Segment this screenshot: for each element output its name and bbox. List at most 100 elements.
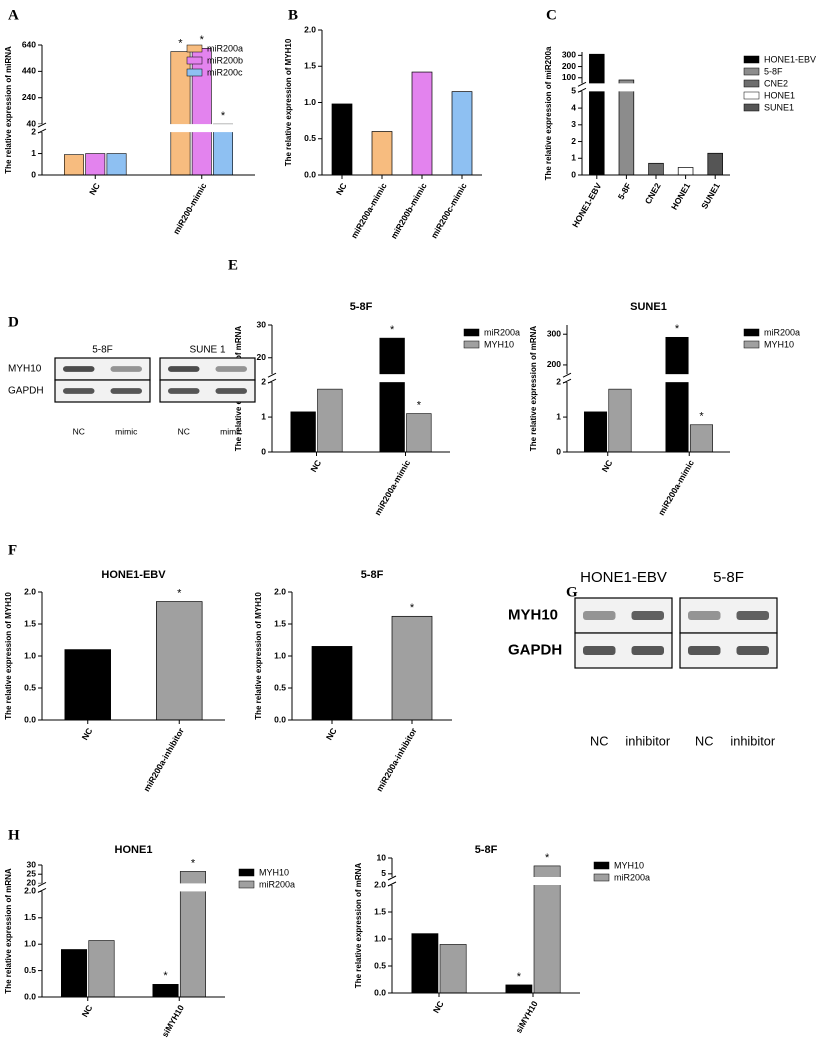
y-tick-label: 0.5 xyxy=(24,682,36,692)
y-tick-label: 240 xyxy=(22,92,36,102)
x-tick-label: NC xyxy=(80,1003,95,1019)
blot-row-label: MYH10 xyxy=(508,606,558,623)
blot-band xyxy=(583,645,616,656)
legend-swatch xyxy=(463,340,480,349)
legend-label: miR200b xyxy=(207,55,243,65)
axis-break xyxy=(37,124,255,133)
bar xyxy=(533,865,561,994)
break-mark xyxy=(37,122,47,134)
y-tick-label: 5 xyxy=(381,868,386,878)
blot-band xyxy=(168,388,200,394)
y-tick-label: 1.0 xyxy=(374,933,386,943)
y-tick-label: 0.0 xyxy=(304,169,316,179)
y-tick-label: 25 xyxy=(27,868,37,878)
y-tick-label: 300 xyxy=(562,50,576,60)
blot-row-label: MYH10 xyxy=(8,364,42,375)
blot-band xyxy=(215,366,247,372)
x-tick-label: miR200a-mimic xyxy=(349,181,389,240)
y-tick-label: 20 xyxy=(257,352,267,362)
legend-label: miR200a xyxy=(614,872,650,882)
chart-title: 5-8F xyxy=(361,569,384,581)
significance-mark: * xyxy=(417,399,422,411)
y-tick-label: 1.5 xyxy=(304,61,316,71)
y-tick-label: 0.5 xyxy=(374,960,386,970)
significance-mark: * xyxy=(200,34,205,46)
y-tick-label: 0 xyxy=(261,446,266,456)
y-tick-label: 0 xyxy=(556,446,561,456)
significance-mark: * xyxy=(699,411,704,423)
panel-letter: E xyxy=(228,257,238,273)
legend-swatch xyxy=(238,868,255,877)
y-axis-label: The relative expression of miRNA xyxy=(4,46,13,174)
significance-mark: * xyxy=(410,602,415,614)
blot-lane-label: NC xyxy=(73,426,85,436)
blot-lane-label: inhibitor xyxy=(625,733,670,748)
bar xyxy=(156,601,203,721)
blot-row-label: GAPDH xyxy=(508,641,562,658)
x-tick-label: NC xyxy=(80,726,95,742)
break-mark xyxy=(577,81,587,93)
y-tick-label: 4 xyxy=(571,102,576,112)
y-tick-label: 1.0 xyxy=(24,650,36,660)
legend-swatch xyxy=(238,880,255,889)
y-axis-label: The relative expression of MYH10 xyxy=(4,592,13,720)
legend-swatch xyxy=(743,67,760,76)
blot-band xyxy=(631,610,664,621)
legend-swatch xyxy=(186,44,203,53)
blot-lane-label: inhibitor xyxy=(730,733,775,748)
y-tick-label: 0.0 xyxy=(374,987,386,997)
y-tick-label: 0.0 xyxy=(24,714,36,724)
axis-break xyxy=(562,374,730,383)
y-tick-label: 2.0 xyxy=(24,586,36,596)
x-tick-label: NC xyxy=(324,726,339,742)
legend-swatch xyxy=(743,55,760,64)
significance-mark: * xyxy=(191,857,196,869)
y-tick-label: 40 xyxy=(27,118,37,128)
bar xyxy=(665,336,689,453)
blot-frame xyxy=(159,379,256,403)
bar xyxy=(379,337,405,453)
axis-break xyxy=(267,374,450,383)
y-tick-label: 200 xyxy=(562,61,576,71)
y-tick-label: 300 xyxy=(547,328,561,338)
y-tick-label: 2.0 xyxy=(274,586,286,596)
legend-label: MYH10 xyxy=(764,339,794,349)
y-tick-label: 5 xyxy=(571,86,576,96)
blot-group-title: HONE1-EBV xyxy=(580,569,667,586)
bar xyxy=(290,411,316,453)
x-tick-label: miR200-mimic xyxy=(171,181,209,236)
significance-mark: * xyxy=(517,971,522,983)
legend-swatch xyxy=(186,68,203,77)
y-tick-label: 0.5 xyxy=(24,965,36,975)
legend-label: MYH10 xyxy=(614,860,644,870)
y-tick-label: 2 xyxy=(571,136,576,146)
blot-lane-label: NC xyxy=(695,733,713,748)
y-tick-label: 20 xyxy=(27,878,37,888)
bar xyxy=(707,152,723,176)
blot-group-title: SUNE 1 xyxy=(189,345,226,356)
blot-lane-label: NC xyxy=(178,426,190,436)
x-tick-label: miR200a-inhibitor xyxy=(141,726,186,794)
legend-label: HONE1 xyxy=(764,90,795,100)
y-axis-label: The relative expression of mRNA xyxy=(354,863,363,989)
blot-frame xyxy=(54,379,151,403)
blot-band xyxy=(688,610,721,621)
x-tick-label: NC xyxy=(600,458,615,474)
blot-band xyxy=(63,388,95,394)
x-tick-label: HONE1-EBV xyxy=(570,181,604,229)
bar xyxy=(85,153,106,176)
bar xyxy=(64,154,84,176)
bar xyxy=(439,944,467,994)
blot-group-title: 5-8F xyxy=(713,569,744,586)
x-tick-label: NC xyxy=(87,181,102,197)
legend-label: MYH10 xyxy=(259,867,289,877)
blot-band xyxy=(736,645,769,656)
x-tick-label: HONE1 xyxy=(669,181,692,212)
legend-swatch xyxy=(743,340,760,349)
y-axis-label: The relative expression of MYH10 xyxy=(284,38,293,166)
y-tick-label: 30 xyxy=(27,859,37,869)
legend-label: miR200c xyxy=(207,67,243,77)
blot-band xyxy=(110,388,142,394)
break-mark xyxy=(267,372,277,384)
